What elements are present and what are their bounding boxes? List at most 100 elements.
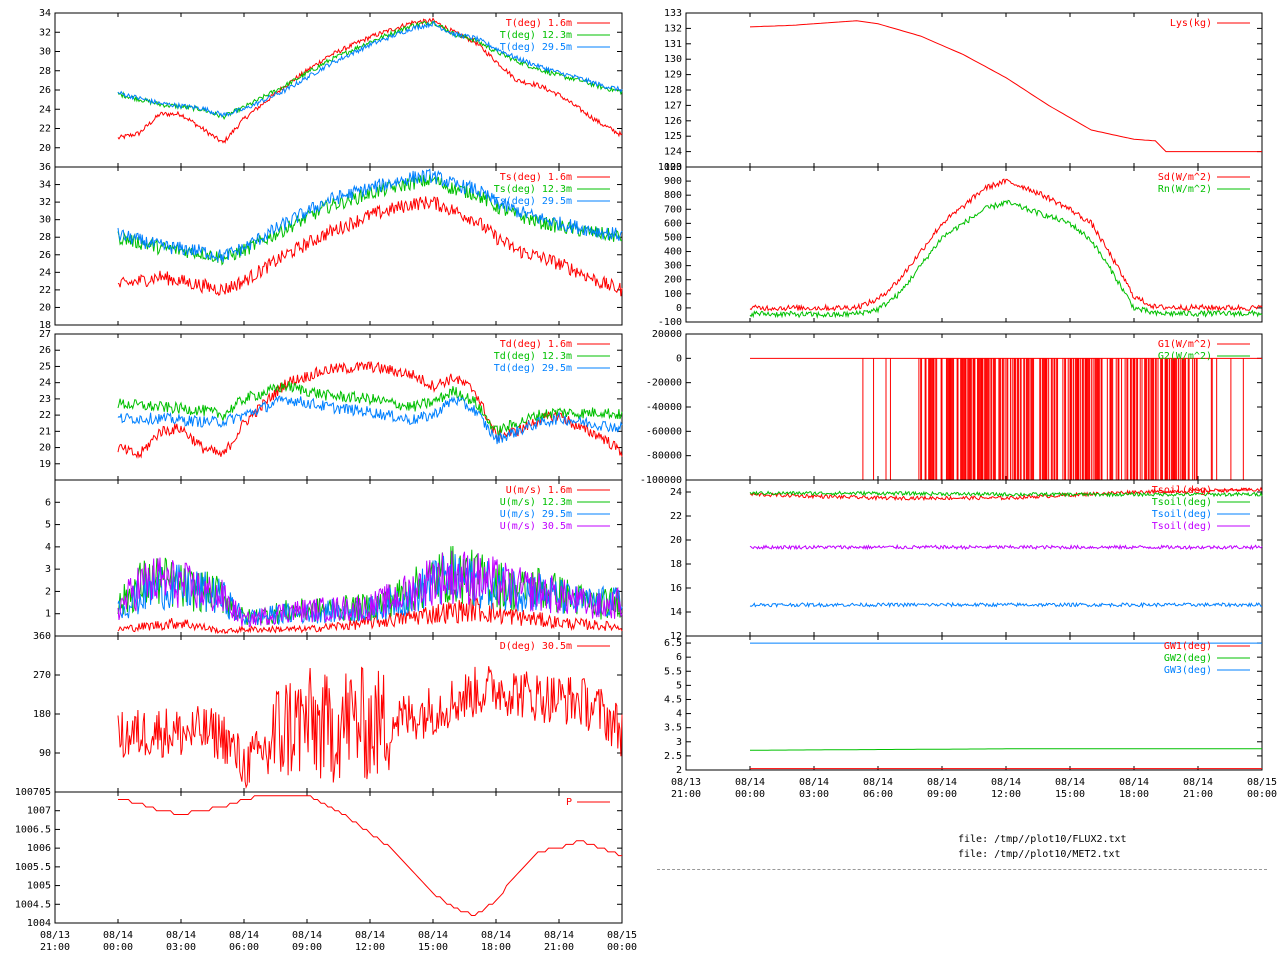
y-tick-label: 20 — [39, 302, 51, 313]
y-tick-label: 300 — [664, 261, 682, 272]
legend-label: U(m/s) 30.5m — [500, 521, 572, 532]
legend-label: U(m/s) 1.6m — [506, 485, 572, 496]
panel-lys: 123 124 125 126 127 128 129 130 131 132 133 Lys(kg) — [664, 8, 1263, 173]
legend-label: T(deg) 12.3m — [500, 30, 572, 41]
series-line — [117, 395, 623, 445]
legend-label: G2(W/m^2) — [1158, 351, 1212, 362]
y-tick-label: 2.5 — [664, 751, 682, 762]
x-tick-date: 08/14 — [1119, 777, 1149, 788]
y-tick-label: 500 — [664, 232, 682, 243]
y-tick-label: 100 — [664, 289, 682, 300]
y-tick-label: 1005 — [27, 881, 51, 892]
y-tick-label: 26 — [39, 85, 51, 96]
y-tick-label: 129 — [664, 70, 682, 81]
x-tick-time: 09:00 — [292, 942, 322, 953]
x-tick-date: 08/14 — [799, 777, 829, 788]
x-tick-time: 03:00 — [166, 942, 196, 953]
y-tick-label: 124 — [664, 147, 682, 158]
series-line — [749, 543, 1263, 551]
x-tick-date: 08/14 — [863, 777, 893, 788]
y-tick-label: 14 — [670, 607, 682, 618]
x-tick-time: 06:00 — [229, 942, 259, 953]
legend-label: D(deg) 30.5m — [500, 641, 572, 652]
series-line — [117, 381, 623, 437]
y-tick-label: -40000 — [646, 402, 682, 413]
legend-label: GW1(deg) — [1164, 641, 1212, 652]
x-tick-time: 21:00 — [1183, 789, 1213, 800]
y-tick-label: 23 — [39, 394, 51, 405]
y-tick-label: 600 — [664, 218, 682, 229]
x-axis-labels-right: 08/1321:0008/1400:0008/1403:0008/1406:00… — [671, 777, 1277, 800]
x-tick-time: 18:00 — [1119, 789, 1149, 800]
x-tick-time: 21:00 — [544, 942, 574, 953]
y-tick-label: 1000 — [658, 162, 682, 173]
series-line — [117, 17, 623, 144]
x-tick-time: 12:00 — [991, 789, 1021, 800]
series-line — [749, 490, 1263, 498]
x-tick-time: 00:00 — [103, 942, 133, 953]
y-tick-label: -100000 — [640, 475, 682, 486]
y-tick-label: 21 — [39, 426, 51, 437]
legend-label: Ts(deg) 1.6m — [500, 172, 572, 183]
legend-label: Td(deg) 12.3m — [494, 351, 572, 362]
y-tick-label: 30 — [39, 215, 51, 226]
y-tick-label: 22 — [39, 285, 51, 296]
x-tick-date: 08/15 — [1247, 777, 1277, 788]
legend-label: Rn(W/m^2) — [1158, 184, 1212, 195]
panel-frame — [54, 166, 623, 326]
panel-u: 1 2 3 4 5 6 U(m/s) 1.6mU(m/s) 12.3mU(m/s) 29.5… — [45, 479, 623, 637]
y-tick-label: 270 — [33, 670, 51, 681]
x-tick-date: 08/14 — [1055, 777, 1085, 788]
y-tick-label: 24 — [39, 267, 51, 278]
y-tick-label: 22 — [670, 511, 682, 522]
x-tick-time: 06:00 — [863, 789, 893, 800]
y-tick-label: 16 — [670, 583, 682, 594]
legend-label: Ts(deg) 29.5m — [494, 196, 572, 207]
legend-label: T(deg) 1.6m — [506, 18, 572, 29]
y-tick-label: 131 — [664, 39, 682, 50]
series-line — [749, 199, 1263, 319]
series-line — [749, 748, 1262, 751]
y-tick-label: 24 — [670, 487, 682, 498]
x-tick-date: 08/14 — [292, 930, 322, 941]
y-tick-label: 90 — [39, 748, 51, 759]
legend-label: GW2(deg) — [1164, 653, 1212, 664]
y-tick-label: 5 — [676, 680, 682, 691]
legend-label: Tsoil(deg) — [1152, 485, 1212, 496]
y-tick-label: -80000 — [646, 451, 682, 462]
x-tick-time: 15:00 — [1055, 789, 1085, 800]
y-tick-label: 26 — [39, 345, 51, 356]
x-tick-time: 15:00 — [418, 942, 448, 953]
y-tick-label: 19 — [39, 459, 51, 470]
x-tick-time: 09:00 — [927, 789, 957, 800]
y-tick-label: 1004 — [27, 918, 51, 929]
x-tick-date: 08/14 — [481, 930, 511, 941]
x-tick-date: 08/13 — [671, 777, 701, 788]
legend-label: G1(W/m^2) — [1158, 339, 1212, 350]
y-tick-label: 1004.5 — [15, 899, 51, 910]
y-tick-label: 5.5 — [664, 666, 682, 677]
series-line — [749, 486, 1263, 502]
x-tick-time: 00:00 — [735, 789, 765, 800]
y-tick-label: -20000 — [646, 378, 682, 389]
y-tick-label: 128 — [664, 85, 682, 96]
y-tick-label: 32 — [39, 27, 51, 38]
panel-d: 90 180 270 360 D(deg) 30.5m — [33, 631, 623, 793]
y-tick-label: 28 — [39, 66, 51, 77]
y-tick-label: 123 — [664, 162, 682, 173]
panel-t: 20 22 24 26 28 30 32 34 T(deg) 1.6mT(deg) 12.3mT… — [39, 8, 623, 168]
legend-label: Tsoil(deg) — [1152, 497, 1212, 508]
y-tick-label: 36 — [39, 162, 51, 173]
x-tick-date: 08/14 — [418, 930, 448, 941]
legend-label: T(deg) 29.5m — [500, 42, 572, 53]
x-tick-date: 08/14 — [544, 930, 574, 941]
footer-file2: file: /tmp//plot10/MET2.txt — [958, 849, 1121, 860]
y-tick-label: 20 — [670, 535, 682, 546]
y-tick-label: 5 — [45, 520, 51, 531]
legend-label: Td(deg) 29.5m — [494, 363, 572, 374]
y-tick-label: 3.5 — [664, 723, 682, 734]
y-tick-label: 1007 — [27, 806, 51, 817]
legend-label: Sd(W/m^2) — [1158, 172, 1212, 183]
series-line — [118, 795, 622, 916]
